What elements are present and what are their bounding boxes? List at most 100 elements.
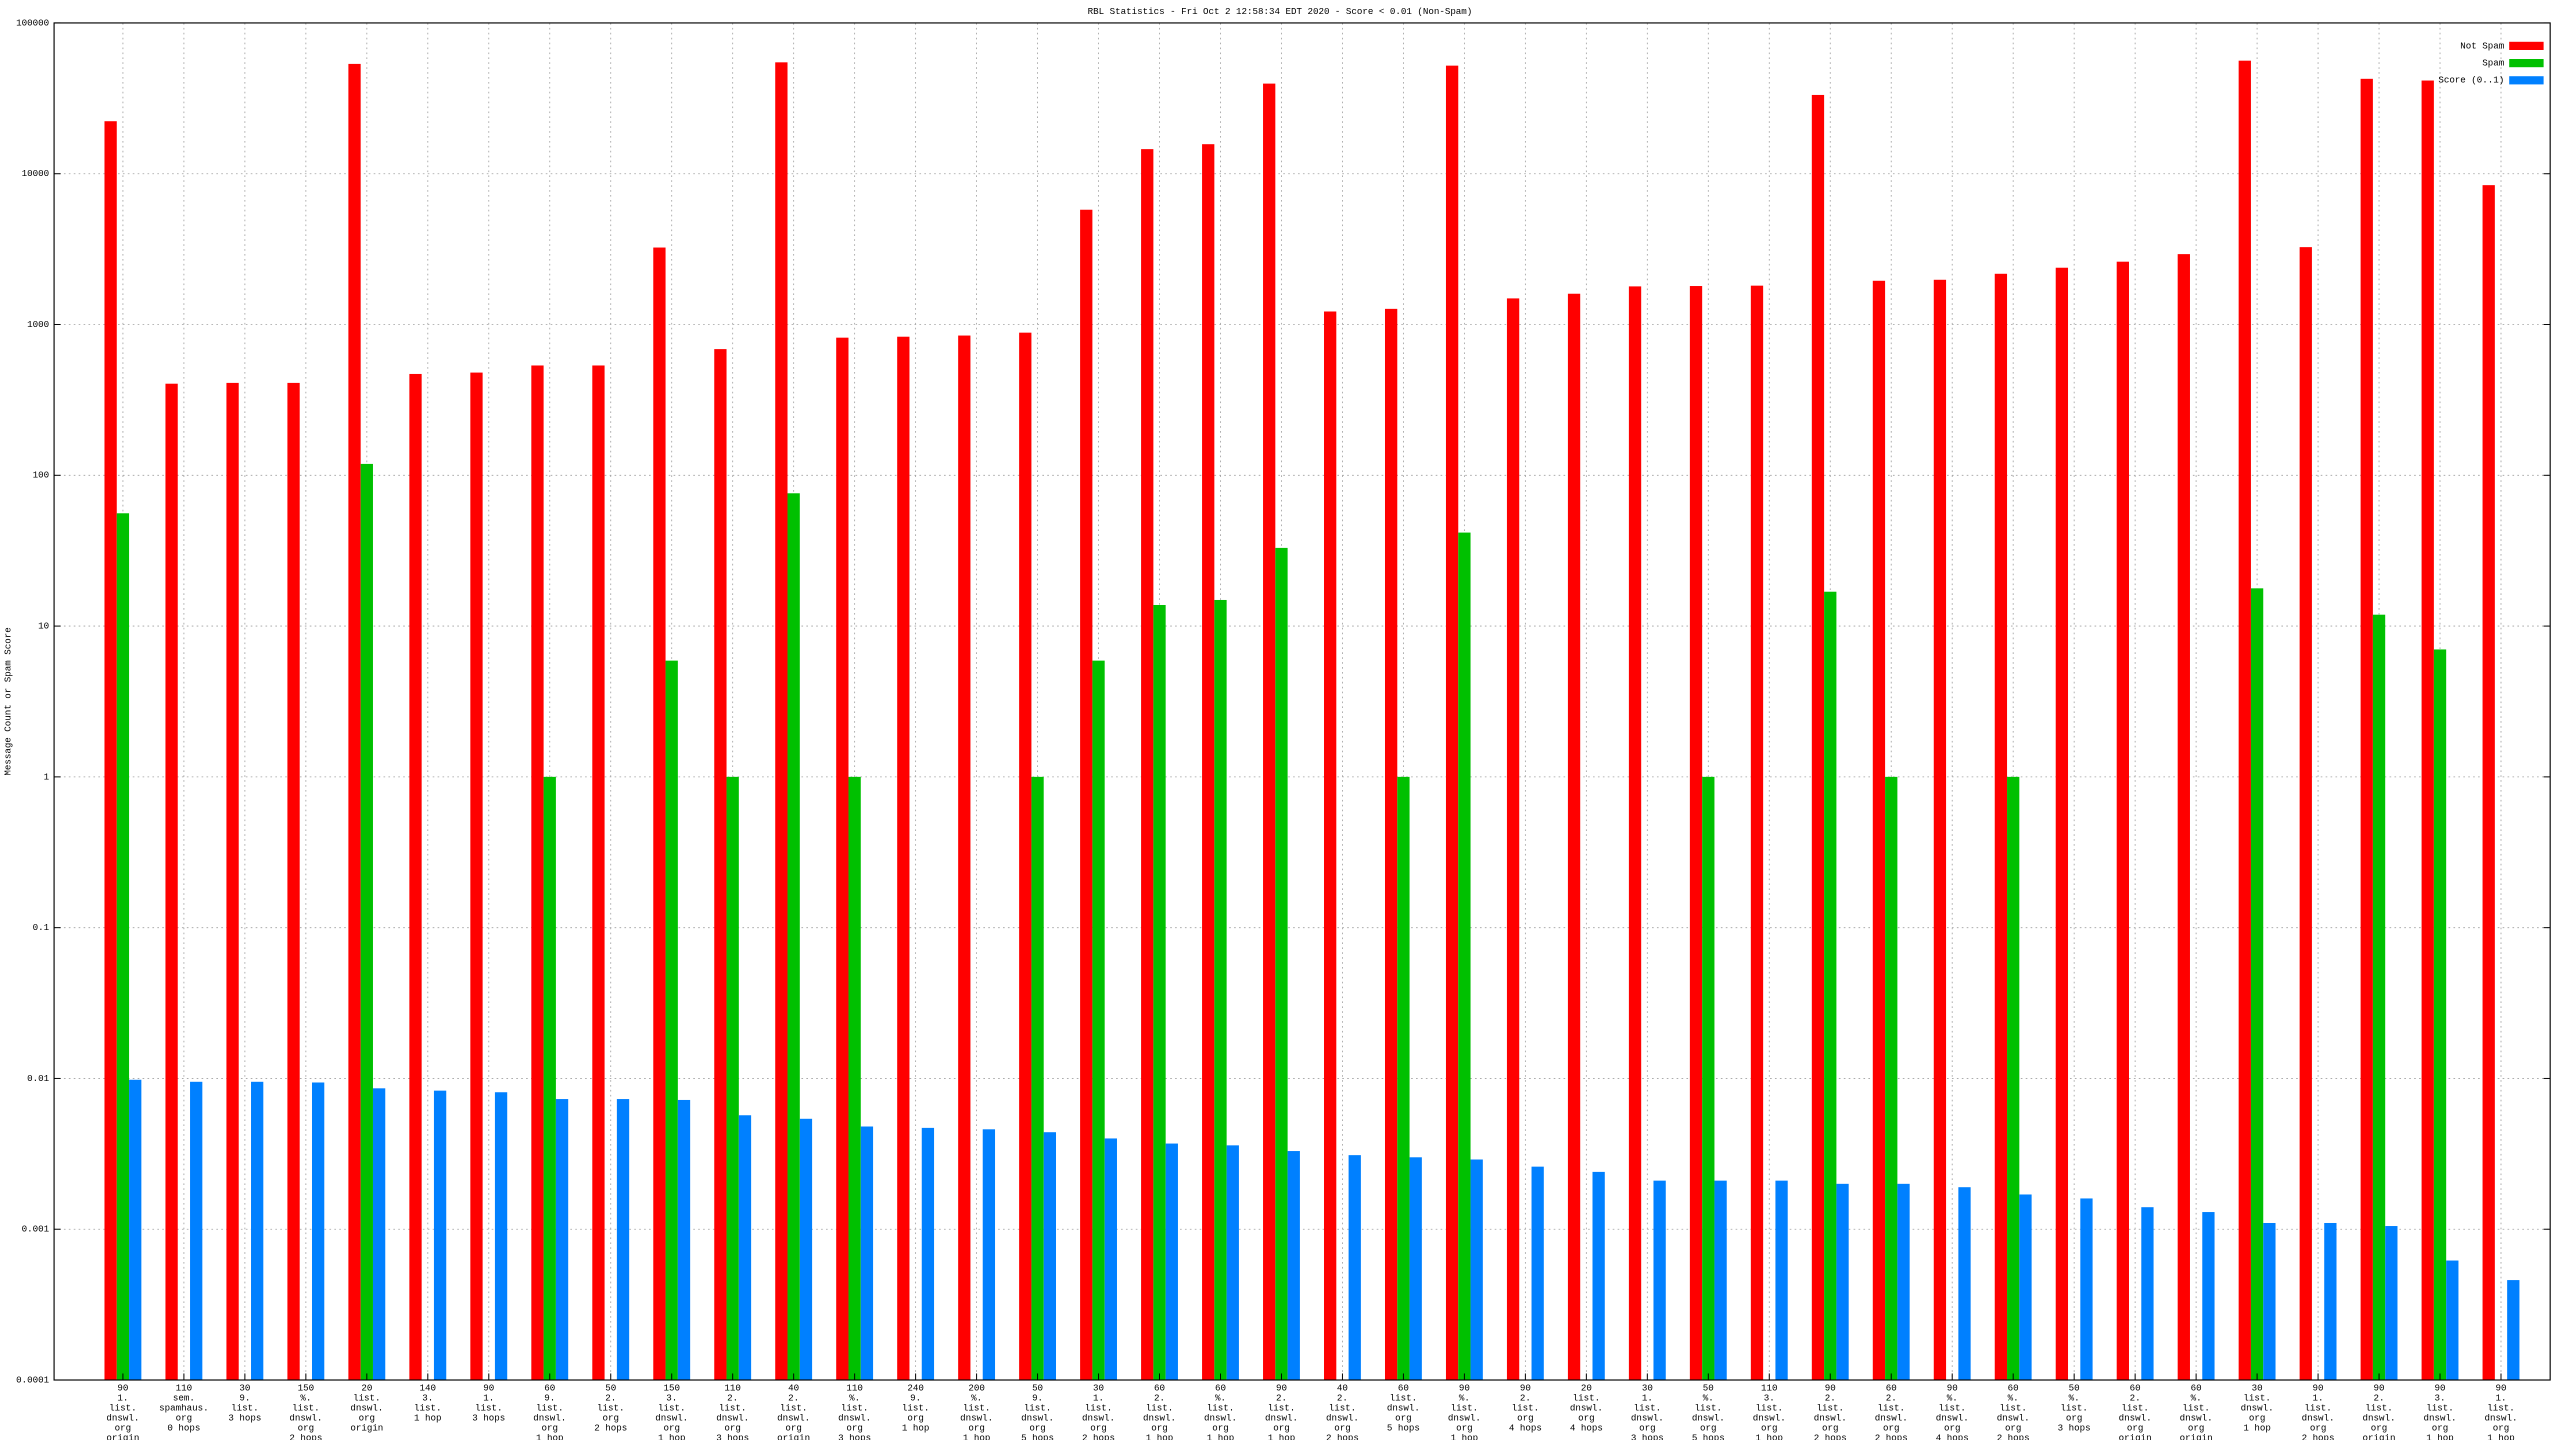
x-tick-label: list. xyxy=(780,1403,807,1414)
bar xyxy=(2250,588,2264,1381)
x-tick-label: 140 xyxy=(420,1383,436,1394)
x-tick-label: dnswl. xyxy=(1753,1413,1786,1424)
bar xyxy=(129,1079,142,1381)
x-tick-label: 90 xyxy=(2435,1383,2446,1394)
y-tick-label: 1 xyxy=(44,771,50,782)
bar xyxy=(287,382,300,1381)
x-tick-label: 9. xyxy=(1032,1393,1043,1404)
bar xyxy=(848,776,861,1381)
x-tick-label: 2. xyxy=(1520,1393,1531,1404)
bar xyxy=(1458,532,1471,1381)
x-tick-label: dnswl. xyxy=(2180,1413,2213,1424)
x-tick-label: 1. xyxy=(2495,1393,2506,1404)
bar xyxy=(372,1088,386,1381)
x-tick-label: 200 xyxy=(968,1383,984,1394)
x-tick-label: spamhaus. xyxy=(159,1403,208,1414)
x-tick-label: 60 xyxy=(1215,1383,1226,1394)
x-tick-label: 90 xyxy=(2374,1383,2385,1394)
x-tick-label: 2 hops xyxy=(1997,1433,2030,1440)
x-tick-label: 30 xyxy=(239,1383,250,1394)
x-tick-label: 40 xyxy=(1337,1383,1348,1394)
bar xyxy=(2141,1207,2154,1381)
x-tick-label: 90 xyxy=(2313,1383,2324,1394)
x-tick-label: 20 xyxy=(361,1383,372,1394)
bar xyxy=(653,247,666,1381)
bar xyxy=(1397,776,1410,1381)
x-tick-label: org xyxy=(2310,1423,2326,1434)
y-tick-label: 10000 xyxy=(22,168,49,179)
bar xyxy=(360,463,373,1381)
x-tick-label: 3 hops xyxy=(1631,1433,1664,1440)
bar xyxy=(787,493,800,1381)
x-tick-label: 1 hop xyxy=(1268,1433,1295,1440)
x-tick-label: 50 xyxy=(605,1383,616,1394)
bar xyxy=(1689,286,1703,1381)
x-tick-label: dnswl. xyxy=(1265,1413,1298,1424)
x-tick-label: list. xyxy=(353,1393,380,1404)
x-tick-label: 2 hops xyxy=(1326,1433,1359,1440)
x-tick-label: 90 xyxy=(117,1383,128,1394)
x-tick-label: org xyxy=(359,1413,375,1424)
x-tick-label: org xyxy=(1212,1423,1228,1434)
x-tick-label: 1 hop xyxy=(1756,1433,1783,1440)
x-tick-label: list. xyxy=(231,1403,258,1414)
bar xyxy=(2263,1222,2276,1381)
x-tick-label: list. xyxy=(1877,1403,1904,1414)
bar xyxy=(1092,660,1105,1381)
x-tick-label: list. xyxy=(1817,1403,1844,1414)
x-tick-label: list. xyxy=(597,1403,624,1414)
x-tick-label: org xyxy=(2188,1423,2204,1434)
x-tick-label: org xyxy=(1090,1423,1106,1434)
x-tick-label: 2 hops xyxy=(594,1423,627,1434)
x-tick-label: dnswl. xyxy=(289,1413,322,1424)
x-tick-label: dnswl. xyxy=(777,1413,810,1424)
bar xyxy=(1080,209,1093,1381)
x-tick-label: org xyxy=(2066,1413,2082,1424)
x-tick-label: 50 xyxy=(2069,1383,2080,1394)
x-tick-label: org xyxy=(2005,1423,2021,1434)
x-tick-label: list. xyxy=(1085,1403,1112,1414)
bar xyxy=(104,121,117,1381)
legend-label: Spam xyxy=(2482,58,2504,69)
bar xyxy=(2446,1260,2459,1381)
bar xyxy=(311,1082,325,1381)
x-tick-label: org xyxy=(907,1413,923,1424)
x-tick-label: %. xyxy=(849,1393,860,1404)
x-tick-label: dnswl. xyxy=(2302,1413,2335,1424)
x-tick-label: 4 hops xyxy=(1509,1423,1542,1434)
bar xyxy=(592,365,605,1381)
x-tick-label: %. xyxy=(300,1393,311,1404)
bar xyxy=(2238,60,2251,1381)
x-tick-label: 60 xyxy=(1886,1383,1897,1394)
x-tick-label: list. xyxy=(841,1403,868,1414)
x-tick-label: org xyxy=(115,1423,131,1434)
bar xyxy=(2372,614,2386,1381)
x-tick-label: list. xyxy=(2060,1403,2087,1414)
bar xyxy=(775,62,788,1381)
bar xyxy=(1506,298,1520,1381)
x-tick-label: 2. xyxy=(1886,1393,1897,1404)
bar xyxy=(1384,308,1398,1381)
x-tick-label: 2 hops xyxy=(289,1433,322,1440)
x-tick-label: dnswl. xyxy=(716,1413,749,1424)
plot-frame xyxy=(53,22,2551,1381)
x-tick-label: %. xyxy=(1947,1393,1958,1404)
x-tick-label: 1 hop xyxy=(1451,1433,1478,1440)
y-tick-label: 0.01 xyxy=(27,1073,49,1084)
bar xyxy=(1836,1183,1849,1381)
x-tick-label: 2 hops xyxy=(1082,1433,1115,1440)
x-tick-label: 2 hops xyxy=(2302,1433,2335,1440)
x-tick-label: dnswl. xyxy=(2119,1413,2152,1424)
x-tick-label: list. xyxy=(1695,1403,1722,1414)
bar xyxy=(2080,1198,2093,1381)
bar xyxy=(1567,293,1581,1381)
bar xyxy=(1019,332,1032,1381)
x-tick-label: 1 hop xyxy=(1146,1433,1173,1440)
x-tick-label: 1 hop xyxy=(2426,1433,2453,1440)
bar xyxy=(470,372,483,1381)
x-tick-label: dnswl. xyxy=(1082,1413,1115,1424)
x-tick-label: 90 xyxy=(1825,1383,1836,1394)
x-tick-label: 9. xyxy=(910,1393,921,1404)
bar xyxy=(1933,279,1947,1381)
x-tick-label: dnswl. xyxy=(2424,1413,2457,1424)
